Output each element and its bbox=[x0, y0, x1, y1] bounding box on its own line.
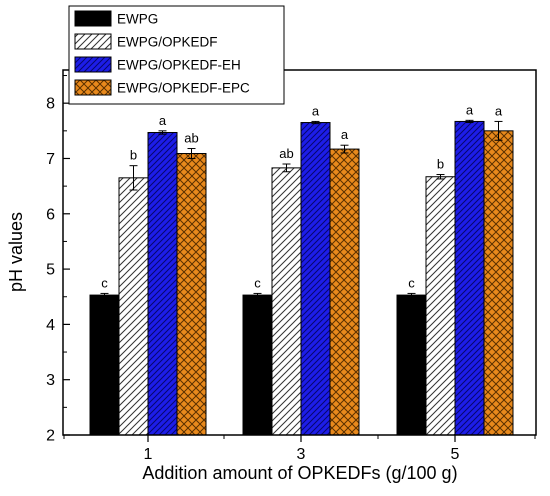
y-tick-label: 8 bbox=[46, 96, 55, 113]
significance-label: a bbox=[312, 103, 320, 118]
error-bar bbox=[407, 292, 416, 298]
legend-swatch bbox=[74, 56, 112, 73]
y-axis-title: pH values bbox=[6, 212, 26, 292]
error-bar bbox=[282, 163, 291, 173]
bar-ewpg-1 bbox=[89, 294, 120, 436]
x-axis-title: Addition amount of OPKEDFs (g/100 g) bbox=[142, 463, 457, 483]
y-axis-ticks: 2 3 4 5 6 7 8 bbox=[46, 75, 70, 445]
x-axis-ticks: 1 3 5 bbox=[63, 435, 536, 463]
bars-layer bbox=[89, 120, 514, 436]
bar-ewpg-opkedf-eh-5 bbox=[454, 120, 485, 436]
error-bar bbox=[158, 130, 167, 135]
significance-label: b bbox=[130, 148, 137, 163]
y-tick-label: 6 bbox=[46, 206, 55, 223]
bar-ewpg-opkedf-eh-1 bbox=[147, 131, 178, 436]
plot-frame bbox=[62, 69, 537, 436]
bar-ewpg-3 bbox=[242, 294, 273, 436]
significance-label: c bbox=[254, 275, 261, 290]
error-bar bbox=[311, 120, 320, 125]
y-tick-label: 3 bbox=[46, 372, 55, 389]
error-bar bbox=[340, 144, 349, 154]
legend-label: EWPG/OPKEDF-EH bbox=[117, 58, 241, 73]
significance-label: c bbox=[408, 275, 415, 290]
y-tick-label: 7 bbox=[46, 151, 55, 168]
bar-ewpg-opkedf-3 bbox=[271, 167, 302, 436]
significance-label: ab bbox=[279, 146, 293, 161]
error-bars-layer bbox=[100, 119, 503, 298]
error-bar bbox=[465, 119, 474, 124]
significance-label: a bbox=[495, 103, 503, 118]
error-bar bbox=[494, 120, 503, 141]
significance-labels-layer: c c c b ab b a a a ab a a bbox=[101, 102, 503, 290]
significance-label: a bbox=[341, 127, 349, 142]
bar-ewpg-opkedf-epc-5 bbox=[483, 130, 514, 436]
significance-label: ab bbox=[184, 131, 198, 146]
error-bar bbox=[100, 292, 109, 298]
bar-ewpg-opkedf-1 bbox=[118, 177, 149, 436]
legend-label: EWPG/OPKEDF-EPC bbox=[117, 81, 250, 96]
y-tick-label: 5 bbox=[46, 262, 55, 279]
bar-ewpg-opkedf-5 bbox=[425, 176, 456, 436]
error-bar bbox=[129, 165, 138, 191]
x-tick-label: 3 bbox=[297, 446, 306, 463]
significance-label: a bbox=[466, 102, 474, 117]
significance-label: b bbox=[437, 157, 444, 172]
bar-ewpg-opkedf-epc-1 bbox=[176, 153, 207, 436]
bar-ewpg-opkedf-epc-3 bbox=[329, 148, 360, 436]
legend-label: EWPG bbox=[117, 12, 158, 27]
error-bar bbox=[253, 292, 262, 298]
legend-swatch bbox=[74, 33, 112, 50]
bar-ewpg-5 bbox=[396, 294, 427, 436]
x-tick-label: 1 bbox=[144, 446, 153, 463]
legend: EWPG EWPG/OPKEDF EWPG/OPKEDF-EH EWPG/OPKEDF… bbox=[68, 5, 285, 105]
legend-swatch bbox=[74, 79, 112, 96]
y-tick-label: 2 bbox=[46, 428, 55, 445]
legend-swatch bbox=[74, 10, 112, 27]
significance-label: a bbox=[159, 113, 167, 128]
x-tick-label: 5 bbox=[451, 446, 460, 463]
error-bar bbox=[187, 148, 196, 159]
bar-ewpg-opkedf-eh-3 bbox=[300, 122, 331, 436]
legend-label: EWPG/OPKEDF bbox=[117, 35, 218, 50]
significance-label: c bbox=[101, 275, 108, 290]
y-tick-label: 4 bbox=[46, 317, 55, 334]
error-bar bbox=[436, 174, 445, 180]
